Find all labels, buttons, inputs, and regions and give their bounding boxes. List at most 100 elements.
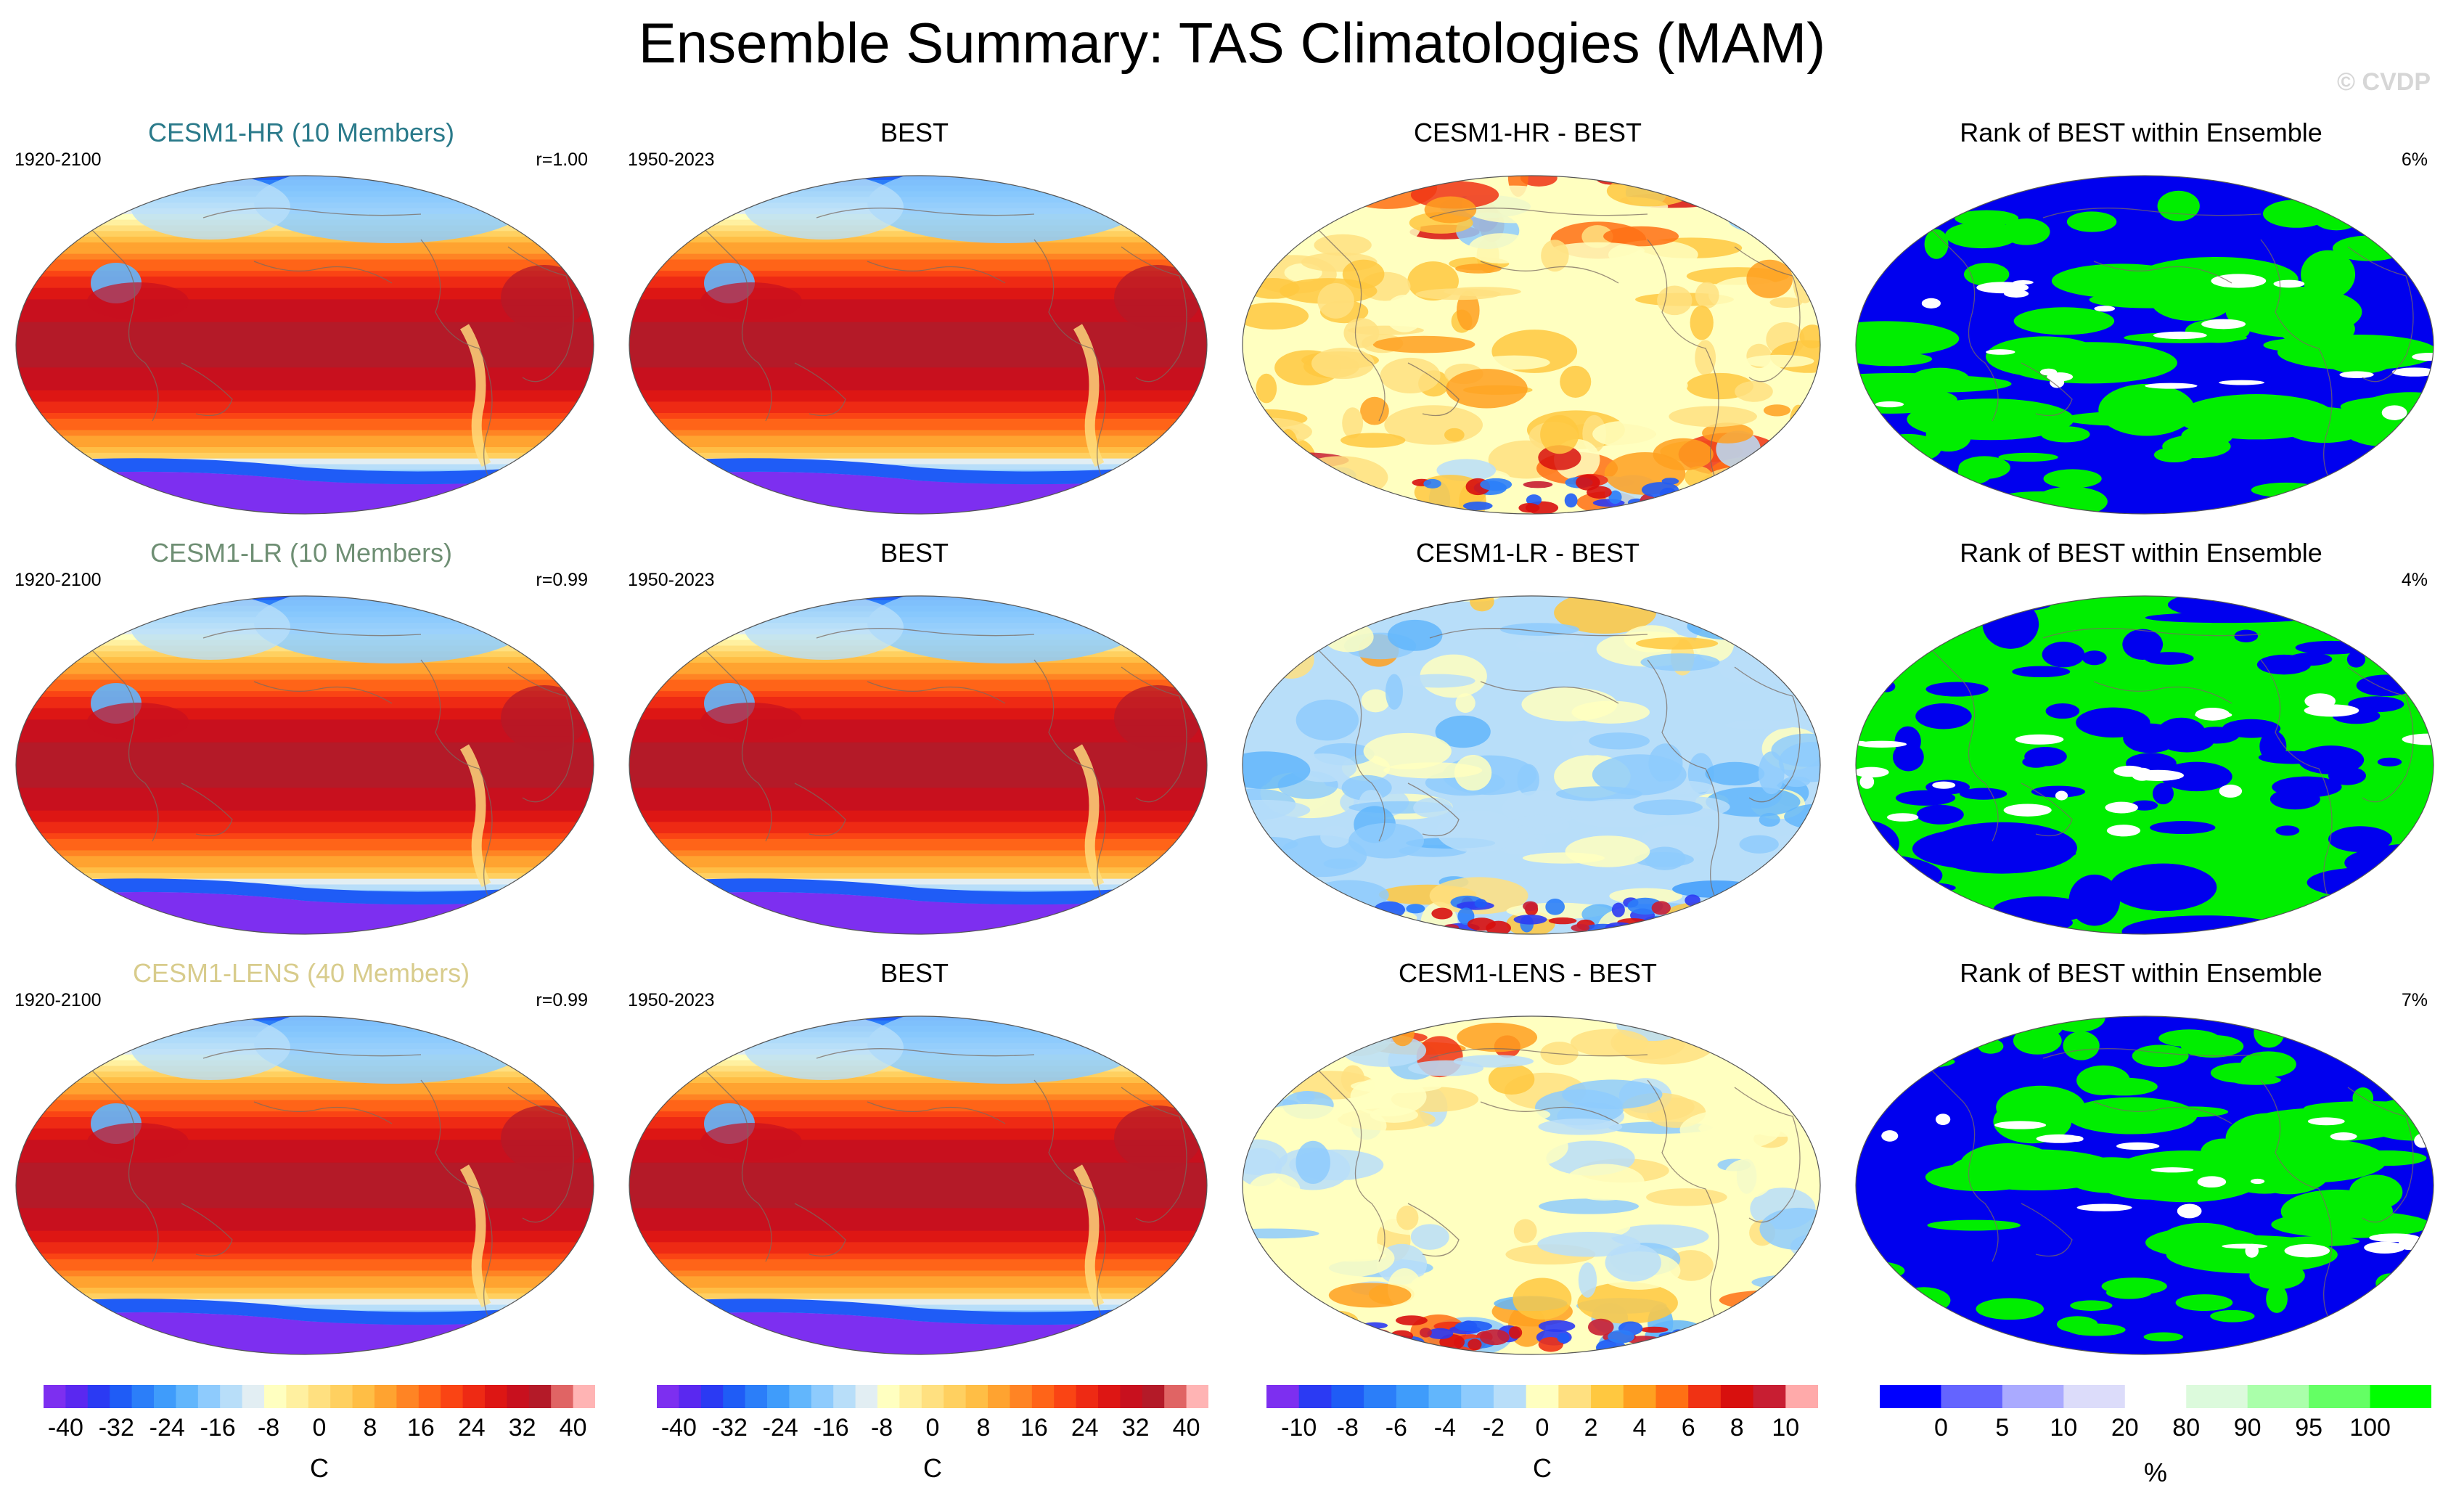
temperature-band bbox=[629, 753, 1207, 761]
rank-region bbox=[2132, 1045, 2189, 1068]
temperature-band bbox=[629, 1145, 1207, 1152]
diff-blob bbox=[1635, 637, 1719, 650]
temperature-band bbox=[629, 872, 1207, 880]
temperature-band bbox=[629, 248, 1207, 255]
diff-blob bbox=[1538, 1118, 1623, 1135]
temperature-band bbox=[629, 1105, 1207, 1113]
temperature-band bbox=[16, 356, 594, 363]
rank-white bbox=[2195, 711, 2232, 719]
temperature-band bbox=[629, 350, 1207, 357]
colorbar-tick-label: 0 bbox=[1536, 1414, 1550, 1442]
coastline bbox=[2021, 782, 2073, 837]
rank-region bbox=[2277, 334, 2434, 370]
temperature-band bbox=[629, 436, 1207, 443]
temperature-band bbox=[629, 816, 1207, 823]
coastline bbox=[1480, 1101, 1619, 1124]
rank-white bbox=[2219, 380, 2265, 385]
rank-white bbox=[2036, 1134, 2082, 1143]
temperature-band bbox=[16, 782, 594, 789]
colorbar-swatch bbox=[197, 1385, 221, 1408]
temperature-band bbox=[629, 396, 1207, 403]
rank-region bbox=[2266, 1284, 2288, 1313]
temperature-band bbox=[629, 822, 1207, 829]
temperature-band bbox=[16, 1185, 594, 1192]
temperature-band bbox=[16, 1151, 594, 1158]
rank-region bbox=[1872, 199, 1902, 221]
temperature-band bbox=[16, 424, 594, 431]
temperature-band bbox=[629, 356, 1207, 363]
diff-blob bbox=[1520, 176, 1558, 187]
diff-blob bbox=[1538, 445, 1581, 470]
diff-blob bbox=[1372, 335, 1475, 353]
rank-region bbox=[2231, 1075, 2281, 1085]
temperature-band bbox=[629, 1134, 1207, 1141]
coastline bbox=[1429, 628, 1648, 639]
antarctic-diff bbox=[1538, 1320, 1576, 1333]
rank-region bbox=[1922, 1021, 1942, 1052]
temperature-band bbox=[16, 316, 594, 323]
colorbar-tick-label: 10 bbox=[1772, 1414, 1799, 1442]
temperature-band bbox=[629, 850, 1207, 857]
diff-blob bbox=[1311, 348, 1375, 380]
temperature-band bbox=[16, 1140, 594, 1147]
diff-blob bbox=[1413, 797, 1453, 819]
diff-blob bbox=[1243, 799, 1311, 821]
diff-blob bbox=[1570, 1029, 1649, 1057]
antarctic-diff bbox=[1380, 498, 1399, 506]
diff-blob bbox=[1342, 259, 1385, 290]
diff-blob bbox=[1444, 287, 1521, 297]
temperature-band bbox=[629, 1202, 1207, 1209]
temperature-band bbox=[16, 1299, 594, 1306]
colorbar-swatch bbox=[899, 1385, 922, 1408]
diff-blob bbox=[1342, 1034, 1427, 1067]
colorbar-swatch bbox=[2186, 1385, 2248, 1408]
antarctic-diff bbox=[1313, 1323, 1344, 1338]
antarctic-diff bbox=[1338, 497, 1370, 508]
antarctic-diff bbox=[1468, 1338, 1482, 1351]
colorbar-tas-swatches: -40 -32 -24 -16 -8 0 8 16 24 32 40 bbox=[657, 1385, 1208, 1442]
rank-region bbox=[1986, 336, 2103, 377]
antarctic-diff bbox=[1289, 899, 1319, 913]
rank-white bbox=[2003, 804, 2052, 817]
temperature-band bbox=[629, 1230, 1207, 1238]
temperature-band bbox=[629, 390, 1207, 397]
temperature-band bbox=[629, 452, 1207, 459]
coastline bbox=[1734, 246, 1801, 383]
diff-blob bbox=[1309, 1016, 1395, 1044]
temperature-band bbox=[16, 708, 594, 715]
panel-row1-model: CESM1-LR (10 Members) 1920-2100 r=0.99 bbox=[0, 538, 602, 944]
antarctic-diff bbox=[1755, 483, 1788, 502]
diff-blob bbox=[1263, 1326, 1345, 1354]
diff-blob bbox=[1761, 1016, 1820, 1037]
antarctic-diff bbox=[1710, 1324, 1738, 1333]
temperature-band bbox=[629, 856, 1207, 863]
coastline bbox=[2260, 1079, 2334, 1328]
panel-row0-model: CESM1-HR (10 Members) 1920-2100 r=1.00 bbox=[0, 118, 602, 524]
colorbar-swatch bbox=[1688, 1385, 1722, 1408]
colorbar-swatch bbox=[65, 1385, 89, 1408]
copyright-watermark: © CVDP bbox=[2337, 68, 2431, 96]
rank-region bbox=[2301, 250, 2356, 299]
diff-blob bbox=[1488, 1064, 1535, 1095]
temperature-band bbox=[16, 1248, 594, 1254]
diff-blob bbox=[1753, 1293, 1777, 1320]
panel-title: CESM1-LR (10 Members) bbox=[150, 538, 453, 568]
temperature-band bbox=[629, 407, 1207, 414]
rank-white bbox=[2250, 1178, 2265, 1185]
rank-region bbox=[1945, 221, 2019, 249]
rank-region bbox=[2010, 1016, 2066, 1024]
temperature-band bbox=[16, 867, 594, 874]
andes-cool bbox=[1073, 1164, 1105, 1308]
rank-white bbox=[2039, 368, 2058, 376]
rank-white bbox=[2050, 377, 2065, 388]
diff-blob bbox=[1243, 199, 1273, 210]
temperature-band bbox=[16, 1180, 594, 1186]
sahara-hot bbox=[1114, 685, 1201, 751]
rank-region bbox=[2150, 281, 2234, 322]
colorbar-tick-label: 24 bbox=[458, 1414, 486, 1442]
colorbar-swatch bbox=[1120, 1385, 1143, 1408]
rank-region bbox=[1877, 1016, 1896, 1031]
panel-years: 1920-2100 bbox=[15, 150, 102, 170]
temperature-band bbox=[629, 651, 1207, 658]
coastline bbox=[867, 1101, 1006, 1124]
